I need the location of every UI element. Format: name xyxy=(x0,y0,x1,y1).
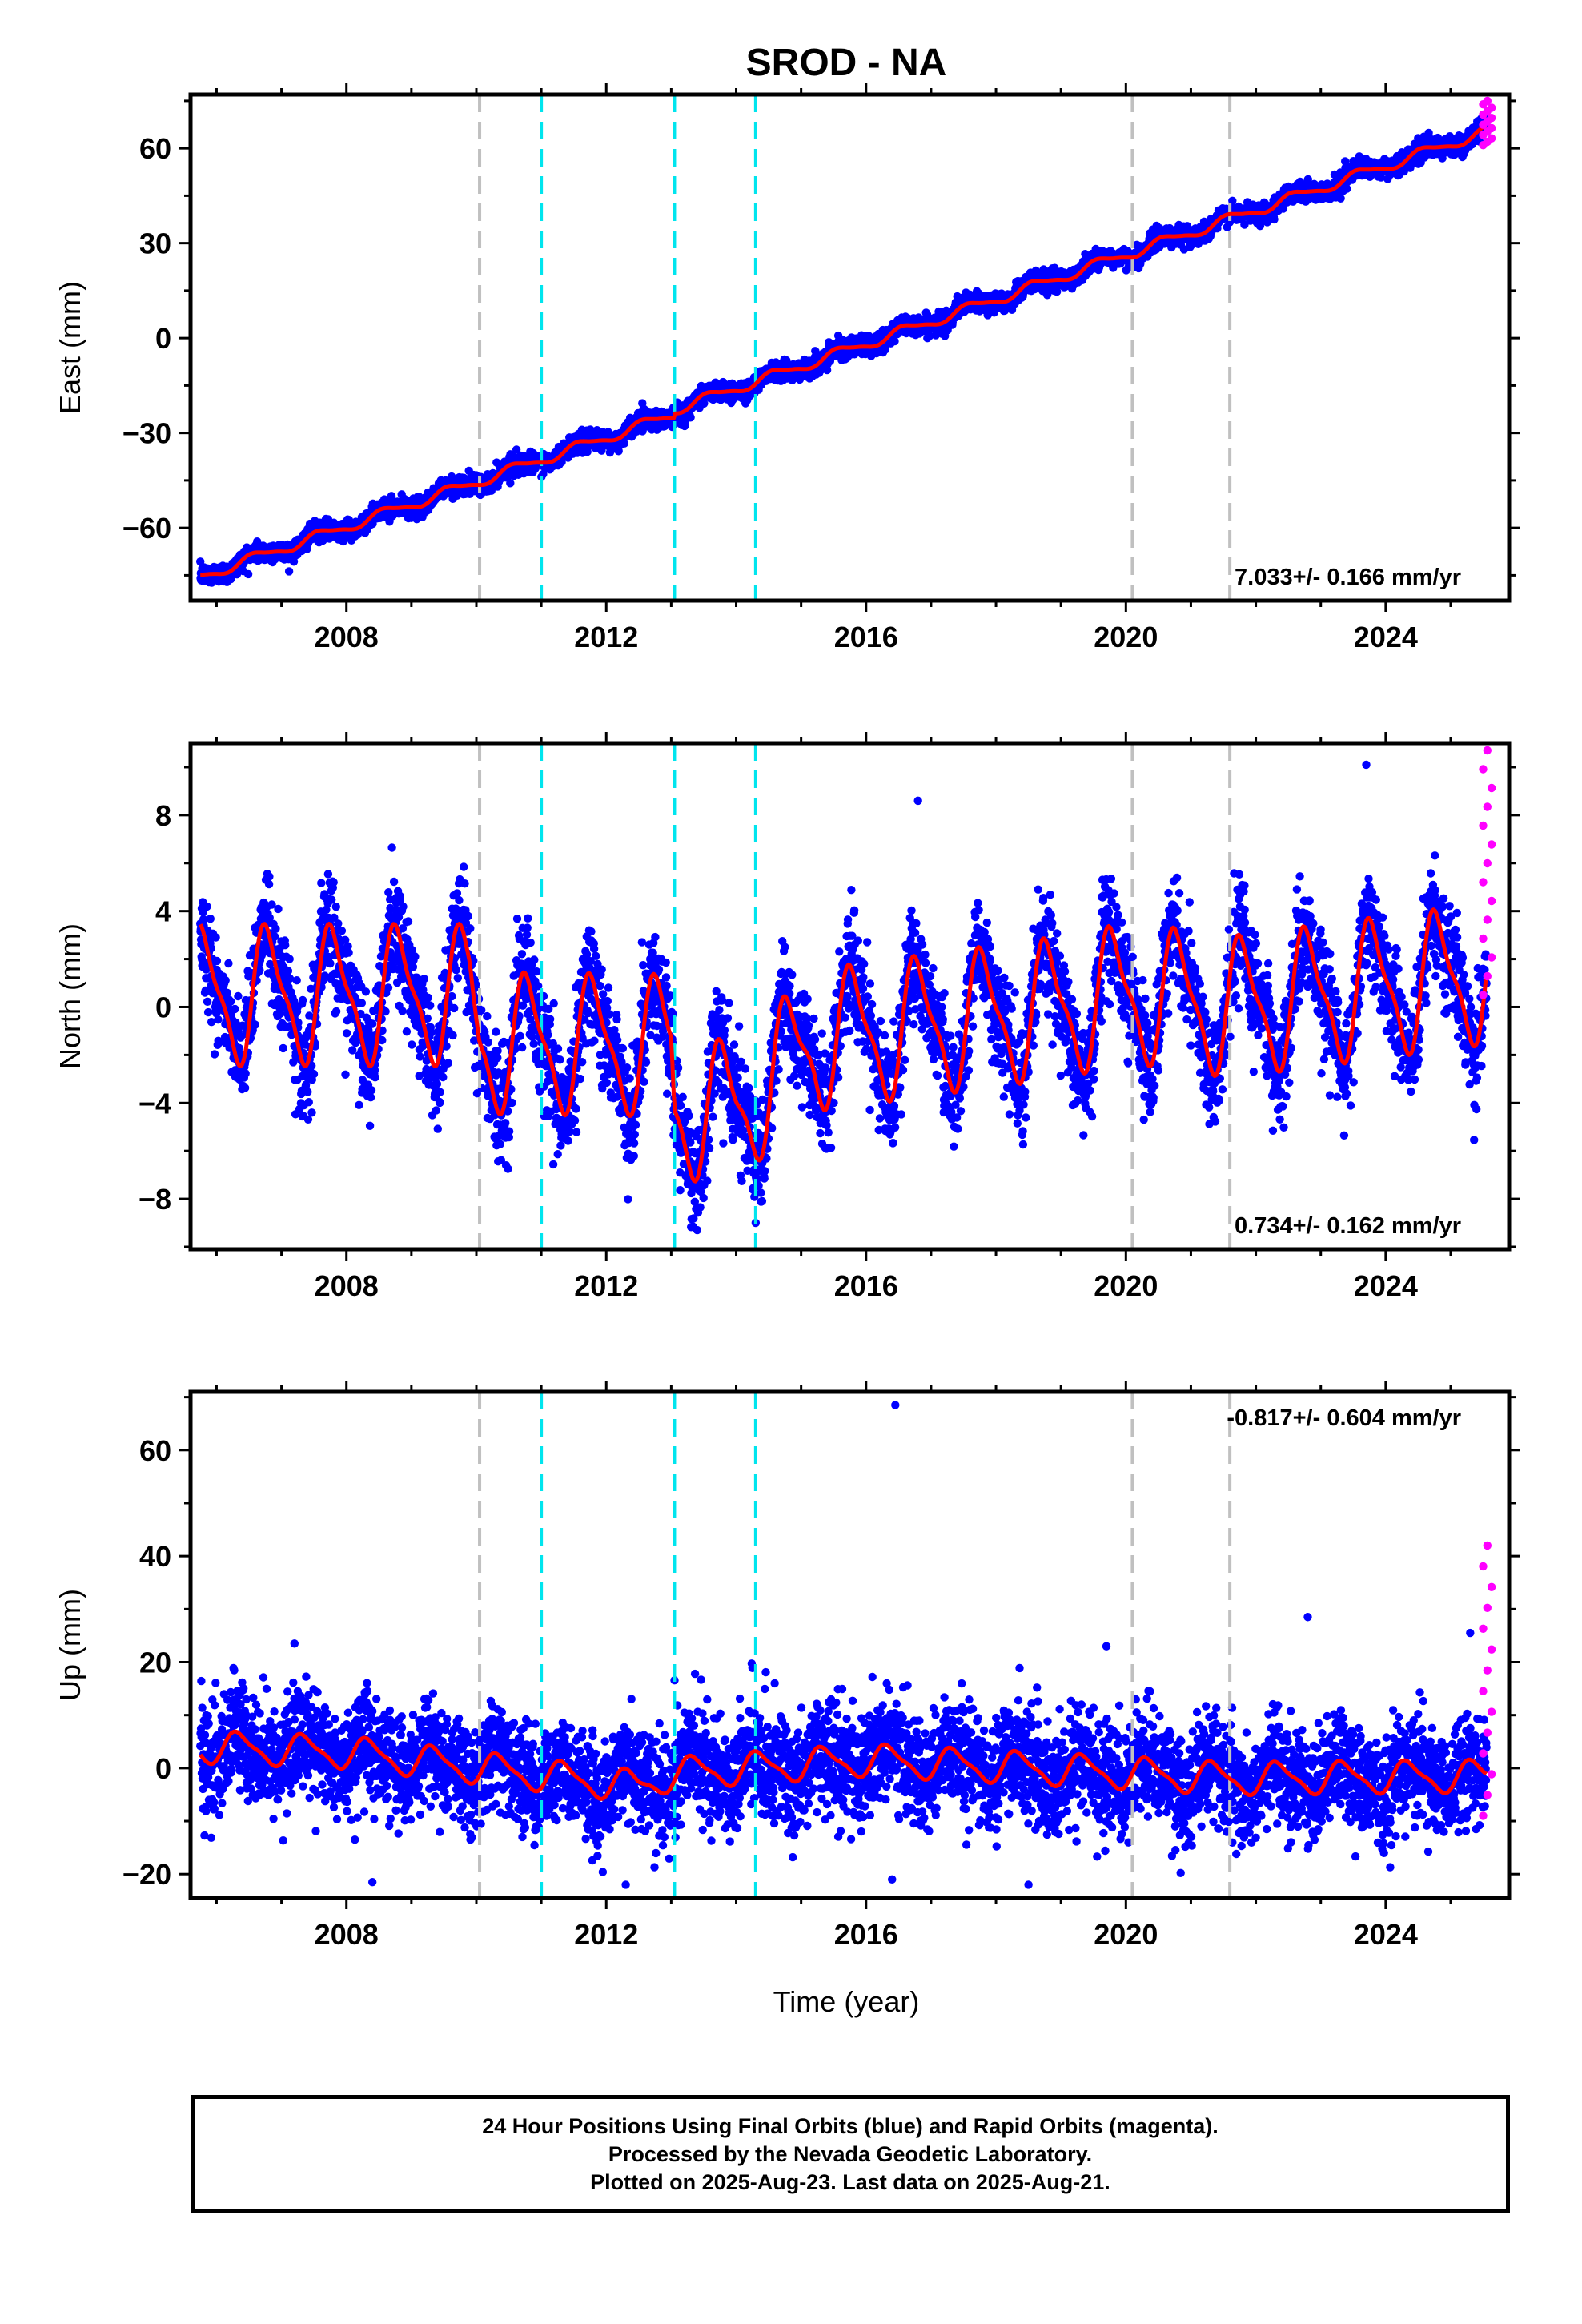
east-data-point xyxy=(284,567,294,576)
east-data-point xyxy=(583,447,592,456)
east-data-point xyxy=(339,537,347,546)
east-data-point xyxy=(1270,215,1279,224)
east-data-point xyxy=(1336,194,1345,203)
east-data-point xyxy=(890,336,899,346)
figure-title: SROD - NA xyxy=(746,42,947,84)
east-data-point xyxy=(512,445,521,454)
east-data-point xyxy=(620,439,628,448)
east-data-point xyxy=(686,413,695,422)
east-data-point xyxy=(243,569,253,579)
east-data-point xyxy=(506,479,515,488)
east-data-point xyxy=(253,537,262,546)
